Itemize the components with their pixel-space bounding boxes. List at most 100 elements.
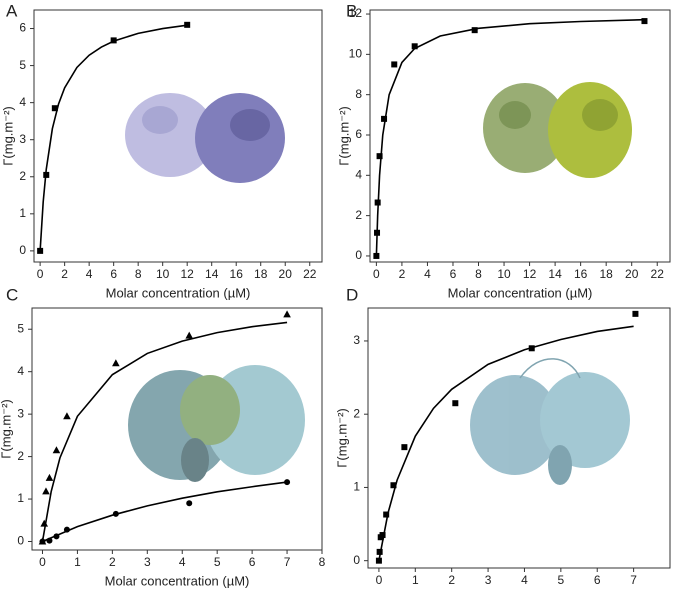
point <box>63 412 71 420</box>
y-tick-label: 1 <box>353 480 360 494</box>
panel-label: C <box>6 285 18 304</box>
x-tick-label: 20 <box>279 267 293 281</box>
point <box>185 331 194 339</box>
point <box>184 21 191 28</box>
x-tick-label: 7 <box>630 573 637 587</box>
x-tick-label: 2 <box>109 555 116 569</box>
point <box>52 446 61 454</box>
point <box>376 548 383 555</box>
plot-frame <box>31 307 323 551</box>
x-tick-label: 8 <box>475 267 482 281</box>
x-tick-label: 12 <box>523 267 537 281</box>
y-axis-label: Γ(mg.m⁻²) <box>334 408 349 468</box>
x-tick-label: 2 <box>61 267 68 281</box>
x-tick-label: 1 <box>412 573 419 587</box>
x-tick-label: 5 <box>557 573 564 587</box>
point <box>391 61 398 68</box>
x-tick-label: 20 <box>625 267 639 281</box>
y-tick-label: 0 <box>19 243 26 257</box>
x-tick-label: 22 <box>651 267 665 281</box>
x-axis-label: Molar concentration (µM) <box>105 573 250 588</box>
y-tick-label: 1 <box>17 491 24 505</box>
x-tick-label: 0 <box>373 267 380 281</box>
y-tick-label: 10 <box>349 47 363 61</box>
point <box>112 359 120 367</box>
x-tick-label: 14 <box>548 267 562 281</box>
fit-line <box>375 18 645 256</box>
y-tick-label: 4 <box>19 95 26 109</box>
x-axis-label: Molar concentration (µM) <box>448 285 593 300</box>
protein-d <box>470 358 630 485</box>
y-axis-label: Γ(mg.m⁻²) <box>0 399 13 459</box>
y-tick-label: 4 <box>355 167 362 181</box>
y-tick-label: 3 <box>353 333 360 347</box>
panel-label: A <box>6 1 18 20</box>
point <box>381 115 388 122</box>
x-tick-label: 4 <box>86 267 93 281</box>
x-tick-label: 0 <box>376 573 383 587</box>
point <box>42 487 50 495</box>
point <box>51 105 58 112</box>
panel-label: B <box>346 1 357 20</box>
y-tick-label: 2 <box>355 208 362 222</box>
point <box>283 310 291 318</box>
point <box>641 18 648 25</box>
point <box>45 473 54 481</box>
y-axis-label: Γ(mg.m⁻²) <box>0 106 15 166</box>
fit-line <box>378 325 634 561</box>
x-tick-label: 0 <box>39 555 46 569</box>
point <box>376 153 383 160</box>
point <box>632 310 639 317</box>
x-tick-label: 8 <box>135 267 142 281</box>
x-tick-label: 14 <box>205 267 219 281</box>
x-tick-label: 6 <box>249 555 256 569</box>
x-tick-label: 2 <box>448 573 455 587</box>
x-tick-label: 7 <box>284 555 291 569</box>
x-tick-label: 22 <box>303 267 317 281</box>
plot-frame <box>33 9 323 263</box>
x-tick-label: 4 <box>521 573 528 587</box>
y-tick-label: 2 <box>353 406 360 420</box>
x-tick-label: 12 <box>181 267 195 281</box>
y-tick-label: 2 <box>19 169 26 183</box>
x-tick-label: 2 <box>399 267 406 281</box>
protein-a <box>125 93 285 183</box>
x-tick-label: 6 <box>450 267 457 281</box>
y-axis-label: Γ(mg.m⁻²) <box>336 106 351 166</box>
y-tick-label: 1 <box>19 206 26 220</box>
panel-label: D <box>346 285 358 304</box>
plot-frame <box>367 307 671 569</box>
point <box>379 532 386 539</box>
point <box>383 511 390 518</box>
point <box>401 444 408 451</box>
x-tick-label: 18 <box>254 267 268 281</box>
y-tick-label: 6 <box>355 127 362 141</box>
y-tick-label: 5 <box>17 321 24 335</box>
plot-frame <box>369 9 671 263</box>
x-tick-label: 6 <box>594 573 601 587</box>
x-tick-label: 3 <box>485 573 492 587</box>
panel: D Molar concentration (µM) Γ(mg.m⁻²) 0 1 2 3 4 5… <box>334 285 671 587</box>
x-tick-label: 5 <box>214 555 221 569</box>
y-tick-label: 2 <box>17 449 24 463</box>
y-tick-label: 3 <box>17 406 24 420</box>
x-tick-label: 18 <box>599 267 613 281</box>
point <box>186 500 193 507</box>
point <box>390 482 397 489</box>
point <box>411 43 418 50</box>
x-axis-label: Molar concentration (µM) <box>106 285 251 300</box>
y-tick-label: 4 <box>17 364 24 378</box>
x-tick-label: 16 <box>230 267 244 281</box>
y-tick-label: 5 <box>19 58 26 72</box>
x-tick-label: 10 <box>156 267 170 281</box>
y-tick-label: 3 <box>19 132 26 146</box>
x-tick-label: 6 <box>110 267 117 281</box>
x-tick-label: 10 <box>497 267 511 281</box>
point <box>471 27 478 34</box>
protein-b <box>483 82 632 178</box>
fit-line <box>41 321 288 542</box>
y-tick-label: 6 <box>19 21 26 35</box>
panel: C Molar concentration (µM) Γ(mg.m⁻²) 0 1 2 3 4 5… <box>0 285 326 588</box>
x-tick-label: 0 <box>37 267 44 281</box>
